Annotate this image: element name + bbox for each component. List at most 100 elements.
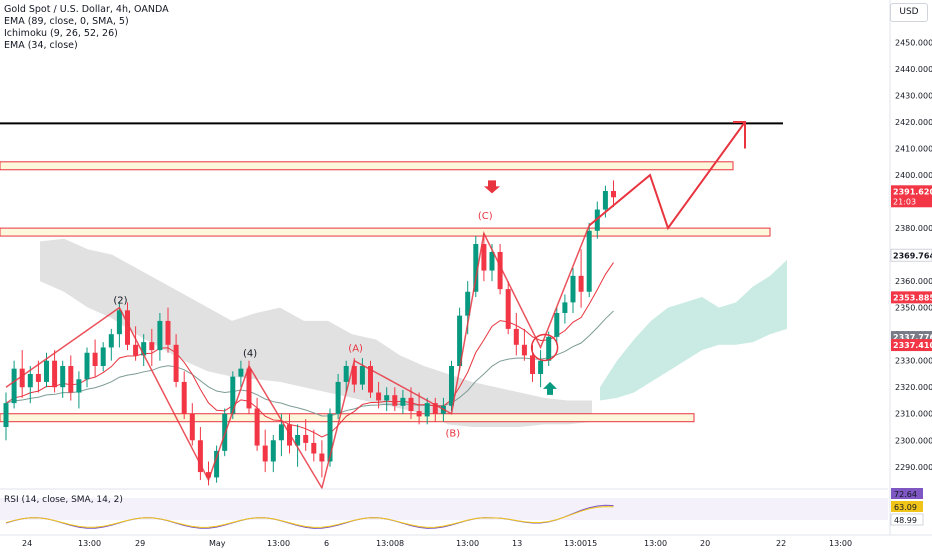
candle-body xyxy=(513,328,519,345)
candle-body xyxy=(141,342,147,356)
candle xyxy=(594,201,600,239)
candle xyxy=(497,244,503,295)
x-tick-label: 13:00 xyxy=(376,539,399,548)
candle-body xyxy=(481,244,487,271)
candle xyxy=(3,392,9,441)
y-tick-label: 2430.000 xyxy=(895,92,932,101)
candle-body xyxy=(457,315,463,367)
candle xyxy=(262,429,268,473)
candle xyxy=(84,347,90,388)
candle-body xyxy=(165,320,171,345)
candle xyxy=(319,440,325,478)
price-label: 2353.885 xyxy=(893,293,932,302)
ema89-line xyxy=(5,310,614,417)
candle-body xyxy=(189,413,195,441)
candle-body xyxy=(19,368,25,388)
candle-body xyxy=(424,403,430,417)
currency-button[interactable]: USD xyxy=(890,3,928,22)
candle xyxy=(254,397,260,451)
candle xyxy=(343,360,349,393)
candle xyxy=(392,387,398,412)
y-tick-label: 2420.000 xyxy=(895,118,932,127)
x-tick-label: 13:00 xyxy=(78,539,101,548)
wave-label: (B) xyxy=(446,428,461,439)
candle-body xyxy=(319,453,325,462)
candle-body xyxy=(384,395,390,401)
candle-body xyxy=(116,310,122,335)
y-tick-label: 2440.000 xyxy=(895,65,932,74)
candle xyxy=(76,371,82,409)
price-axis-bg xyxy=(890,0,932,550)
candle-body xyxy=(465,291,471,316)
candle xyxy=(68,355,74,401)
candle xyxy=(513,312,519,356)
ichimoku-legend: Ichimoku (9, 26, 52, 26) xyxy=(4,28,118,39)
candle xyxy=(359,358,365,390)
candle xyxy=(197,427,203,481)
rsi-band xyxy=(0,498,888,520)
candle-body xyxy=(270,440,276,462)
candle xyxy=(100,342,106,372)
candle xyxy=(141,334,147,367)
candle-body xyxy=(611,190,616,198)
candle xyxy=(335,373,341,420)
candle-body xyxy=(100,347,106,367)
candle xyxy=(457,307,463,372)
candle-body xyxy=(351,366,357,385)
y-tick-label: 2450.000 xyxy=(895,38,932,47)
candle-body xyxy=(206,472,211,478)
candle-body xyxy=(473,244,479,292)
candle-body xyxy=(594,209,600,231)
candle-body xyxy=(278,424,284,441)
candle xyxy=(376,381,382,409)
candle-body xyxy=(84,352,90,380)
candle xyxy=(562,294,568,324)
projection-arrowhead xyxy=(733,121,746,149)
x-tick-label: 15 xyxy=(587,539,597,548)
price-label-bg xyxy=(891,185,932,208)
candle xyxy=(481,233,487,282)
zone-box xyxy=(0,161,734,171)
x-tick-label: 13:00 xyxy=(564,539,587,548)
candle-body xyxy=(92,352,98,367)
candle-body xyxy=(197,440,203,473)
price-label-time: 21:03 xyxy=(893,197,916,206)
candle-body xyxy=(530,355,535,374)
x-tick-label: 6 xyxy=(324,539,329,548)
candle-body xyxy=(35,373,41,382)
rsi-value-bg xyxy=(890,513,924,526)
candle xyxy=(424,397,430,425)
candle-body xyxy=(359,366,365,385)
price-plot xyxy=(0,121,787,490)
price-label: 2337.410 xyxy=(893,341,932,350)
price-label-bg xyxy=(891,339,932,352)
candle xyxy=(52,350,58,393)
candle xyxy=(311,429,317,462)
y-tick-label: 2380.000 xyxy=(895,224,932,233)
y-tick-label: 2320.000 xyxy=(895,383,932,392)
candle xyxy=(116,302,122,348)
candle xyxy=(35,360,41,393)
candle-body xyxy=(133,344,139,356)
candle-body xyxy=(546,336,552,361)
candle xyxy=(60,360,66,398)
x-tick-label: 22 xyxy=(776,539,786,548)
candle-body xyxy=(392,395,398,406)
elliott-wave-line xyxy=(5,225,590,490)
x-tick-label: May xyxy=(209,539,226,548)
candle-body xyxy=(602,190,608,210)
ema34-legend: EMA (34, close) xyxy=(4,40,78,51)
candle-body xyxy=(554,312,560,337)
price-label-bg xyxy=(891,291,932,304)
candle-body xyxy=(262,445,268,462)
candle-body xyxy=(586,230,592,292)
rsi-value-label: 72.64 xyxy=(894,490,917,499)
candle-body xyxy=(254,408,260,446)
candle xyxy=(108,328,114,361)
y-tick-label: 2310.000 xyxy=(895,410,932,419)
y-tick-label: 2350.000 xyxy=(895,304,932,313)
candle xyxy=(578,249,584,308)
price-label: 2337.776 xyxy=(893,333,932,342)
